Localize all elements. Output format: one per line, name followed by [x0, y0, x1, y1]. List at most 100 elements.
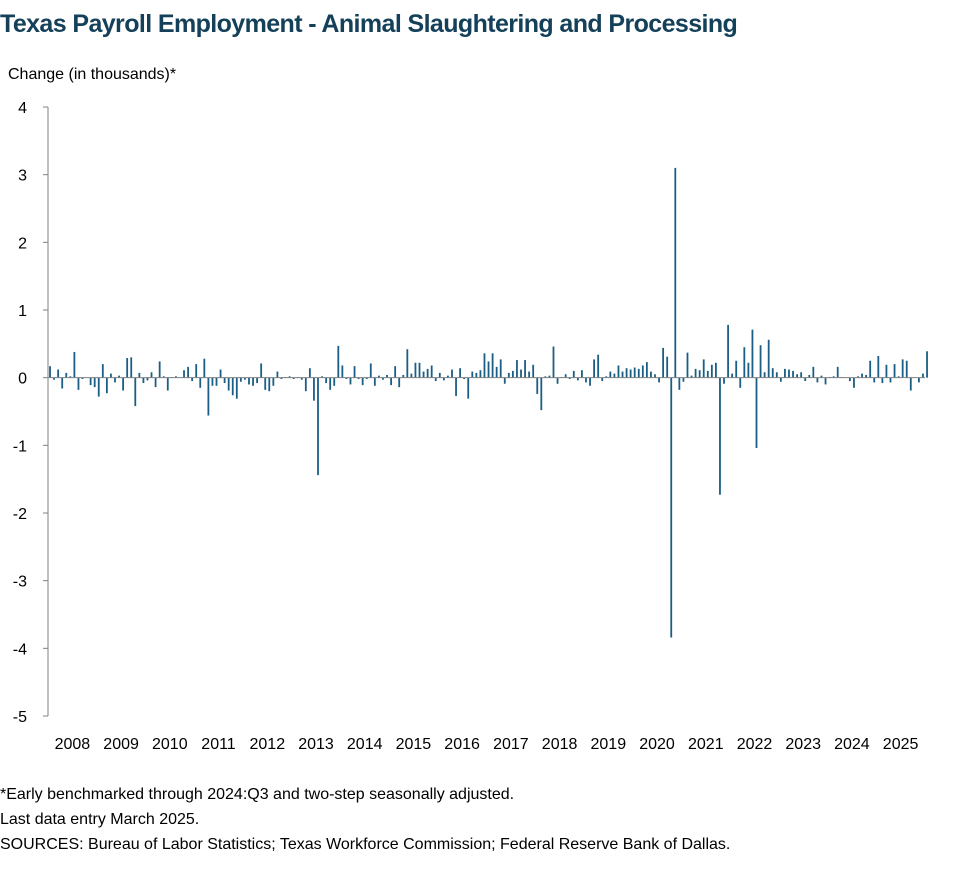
- bar-142: [625, 368, 628, 378]
- bar-76: [357, 377, 360, 380]
- bar-208: [893, 364, 896, 378]
- bar-93: [426, 368, 429, 378]
- x-tick-label-2: 2010: [152, 736, 188, 753]
- bar-183: [792, 370, 794, 378]
- bar-36: [195, 364, 198, 378]
- bar-44: [227, 377, 230, 391]
- bar-16: [114, 377, 116, 383]
- bar-0: [49, 366, 51, 378]
- bar-206: [885, 364, 888, 378]
- bar-77: [361, 377, 364, 386]
- bar-189: [816, 377, 819, 383]
- bar-15: [110, 373, 112, 378]
- bar-28: [162, 376, 165, 378]
- bar-13: [101, 364, 104, 378]
- bar-95: [434, 377, 437, 382]
- bar-8: [81, 377, 84, 380]
- y-tick-label-1: 3: [18, 168, 27, 185]
- bar-68: [325, 377, 328, 384]
- bar-33: [183, 370, 185, 378]
- bar-149: [654, 374, 656, 378]
- bar-20: [130, 357, 133, 378]
- bar-135: [597, 354, 600, 378]
- bar-201: [865, 374, 868, 378]
- bar-72: [341, 365, 344, 378]
- bar-177: [767, 339, 770, 378]
- bar-90: [414, 362, 417, 378]
- bar-165: [719, 377, 721, 495]
- bar-199: [857, 376, 859, 378]
- bar-5: [69, 376, 72, 378]
- bar-216: [926, 351, 928, 378]
- bar-80: [373, 377, 376, 386]
- bar-209: [897, 376, 900, 378]
- bar-108: [487, 361, 490, 378]
- bar-49: [248, 377, 250, 385]
- bar-204: [877, 356, 880, 378]
- bar-176: [763, 372, 766, 378]
- bar-7: [77, 377, 80, 390]
- bar-121: [540, 377, 543, 411]
- bar-184: [796, 374, 798, 378]
- x-tick-label-1: 2009: [103, 736, 139, 753]
- bar-194: [836, 366, 839, 378]
- bar-133: [589, 377, 591, 386]
- bar-114: [511, 370, 514, 378]
- bar-64: [308, 368, 311, 378]
- bar-105: [475, 372, 478, 378]
- bar-1: [53, 377, 55, 380]
- bar-210: [901, 359, 904, 378]
- bar-162: [706, 370, 709, 378]
- bar-69: [329, 377, 332, 390]
- bar-63: [304, 377, 307, 392]
- footnotes: *Early benchmarked through 2024:Q3 and t…: [0, 782, 730, 857]
- bar-57: [280, 377, 283, 380]
- bar-100: [455, 377, 457, 396]
- bar-27: [158, 361, 161, 378]
- bar-102: [463, 377, 466, 380]
- bar-148: [650, 371, 652, 378]
- bar-11: [93, 377, 96, 388]
- bar-132: [585, 377, 587, 383]
- bar-117: [524, 360, 526, 378]
- bar-84: [390, 377, 392, 386]
- bar-141: [621, 371, 624, 378]
- bar-155: [678, 377, 681, 390]
- bar-214: [918, 377, 920, 383]
- bar-197: [848, 377, 851, 382]
- bar-179: [775, 372, 778, 378]
- bar-139: [613, 373, 616, 378]
- bar-202: [869, 360, 872, 378]
- bar-34: [187, 366, 189, 378]
- bar-118: [528, 371, 531, 378]
- bar-182: [788, 369, 790, 378]
- bar-172: [747, 362, 750, 378]
- bar-23: [142, 377, 145, 384]
- bar-70: [333, 377, 336, 386]
- x-tick-label-16: 2024: [834, 736, 870, 753]
- bar-103: [467, 377, 470, 399]
- bar-144: [633, 367, 636, 378]
- bar-156: [682, 377, 685, 382]
- bar-125: [556, 377, 559, 384]
- footnote-last-entry: Last data entry March 2025.: [0, 811, 200, 828]
- bar-39: [207, 377, 210, 416]
- bar-207: [889, 377, 892, 383]
- bar-151: [662, 347, 665, 378]
- bar-200: [861, 373, 863, 378]
- bar-25: [150, 372, 153, 378]
- x-tick-label-11: 2019: [591, 736, 627, 753]
- y-tick-label-8: -4: [13, 641, 27, 658]
- bar-67: [321, 376, 323, 378]
- bar-116: [520, 369, 522, 378]
- y-tick-label-6: -2: [13, 506, 27, 523]
- bar-128: [568, 377, 571, 380]
- bar-111: [499, 359, 502, 378]
- x-tick-label-10: 2018: [542, 736, 578, 753]
- bar-12: [97, 377, 100, 397]
- bar-143: [629, 369, 632, 378]
- bars-group: [49, 167, 928, 638]
- bar-59: [288, 376, 291, 378]
- bar-52: [260, 363, 263, 378]
- bar-160: [698, 370, 701, 378]
